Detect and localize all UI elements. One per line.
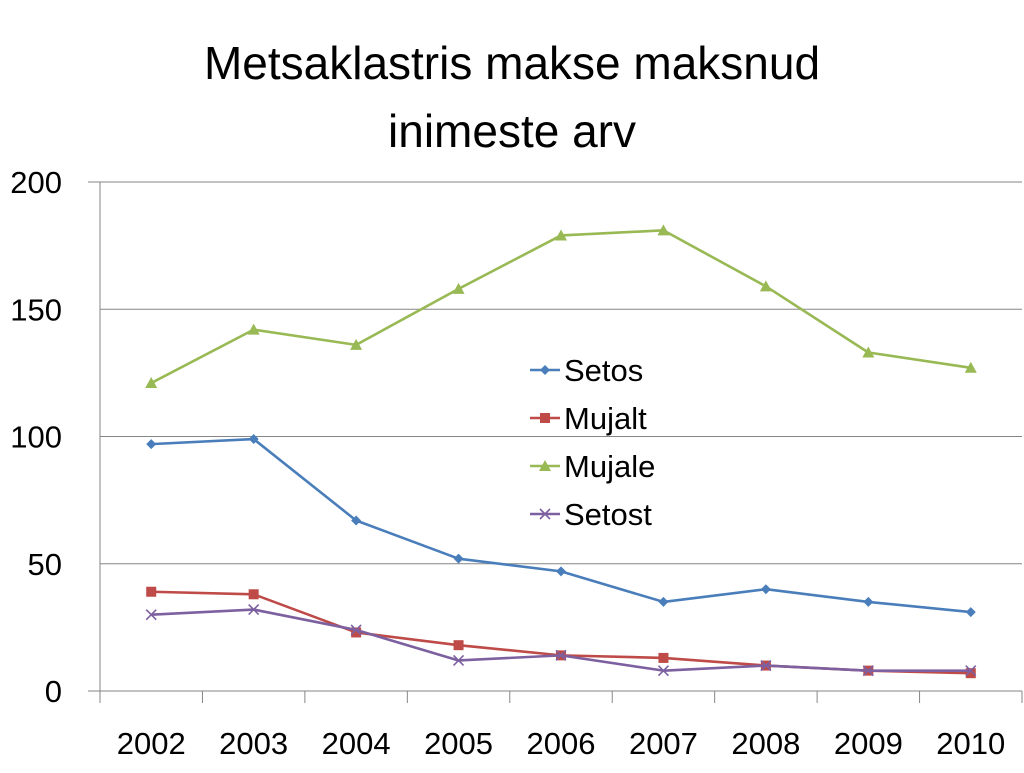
data-point-mujale — [657, 224, 670, 236]
data-point-setost — [965, 665, 977, 677]
legend-item-mujale: Mujale — [530, 449, 655, 484]
x-tick-label: 2002 — [117, 726, 186, 761]
series-setos — [146, 434, 976, 618]
data-point-setost — [145, 609, 157, 621]
data-point-setost — [248, 603, 260, 616]
x-tick-label: 2007 — [629, 726, 698, 761]
data-point-mujalt — [453, 640, 464, 651]
series — [145, 224, 977, 679]
y-tick-label: 200 — [10, 165, 62, 200]
x-tick-label: 2009 — [834, 726, 903, 761]
data-point-mujale — [862, 346, 875, 358]
legend-marker-mujalt — [540, 413, 550, 423]
legend-item-setost: Setost — [530, 497, 652, 532]
axes — [88, 181, 1023, 703]
data-point-mujale — [759, 280, 772, 292]
chart-title-line-1: Metsaklastris makse maksnud — [204, 37, 820, 89]
x-tick-label: 2005 — [424, 726, 493, 761]
x-tick-labels: 2002 2003 2004 2005 2006 2007 2008 2009 2010 — [117, 726, 1006, 761]
y-tick-labels: 0 50 100 150 200 — [10, 165, 62, 709]
series-mujale — [145, 224, 977, 389]
legend-label-setost: Setost — [564, 497, 652, 532]
chart-title: Metsaklastris makse maksnud inimeste arv — [204, 37, 820, 157]
data-point-setos — [453, 553, 464, 564]
data-point-mujalt — [248, 589, 259, 600]
data-point-setos — [351, 515, 362, 526]
x-tick-label: 2004 — [322, 726, 391, 761]
data-point-mujale — [964, 361, 977, 373]
data-point-mujale — [555, 229, 567, 241]
data-point-mujalt — [658, 652, 669, 663]
x-tick-label: 2008 — [731, 726, 800, 761]
legend: Setos Mujalt Mujale Setost — [530, 353, 655, 532]
data-point-setos — [146, 439, 157, 450]
data-point-mujale — [247, 323, 260, 335]
legend-item-setos: Setos — [530, 353, 643, 388]
y-tick-label: 150 — [10, 292, 62, 327]
data-point-mujale — [350, 338, 363, 350]
data-point-setost — [555, 649, 567, 661]
data-point-setos — [658, 596, 669, 607]
data-point-setos — [248, 434, 259, 445]
y-tick-label: 0 — [45, 674, 62, 709]
y-tick-label: 50 — [28, 547, 62, 582]
series-line-setos — [151, 437, 971, 614]
legend-label-mujale: Mujale — [564, 449, 655, 484]
y-tick-label: 100 — [10, 420, 62, 455]
series-setost — [145, 603, 977, 677]
x-tick-label: 2010 — [936, 726, 1005, 761]
legend-marker-setos — [540, 365, 550, 375]
legend-label-mujalt: Mujalt — [564, 401, 647, 436]
data-point-mujale — [145, 377, 158, 389]
legend-label-setos: Setos — [564, 353, 643, 388]
data-point-setost — [862, 665, 874, 677]
data-point-mujalt — [146, 586, 157, 597]
data-point-setos — [556, 566, 566, 577]
series-line-mujalt — [151, 590, 971, 675]
legend-marker-mujale — [539, 460, 551, 471]
legend-marker-setost — [539, 508, 551, 520]
data-point-setost — [350, 624, 362, 636]
data-point-mujalt — [965, 668, 976, 679]
data-point-mujalt — [351, 627, 362, 638]
chart-title-line-2: inimeste arv — [388, 105, 636, 157]
data-point-setos — [760, 584, 771, 595]
data-point-mujale — [452, 282, 465, 294]
x-tick-label: 2003 — [219, 726, 288, 761]
data-point-setos — [965, 607, 976, 618]
series-line-setost — [151, 608, 971, 672]
data-point-setost — [452, 654, 465, 667]
data-point-setost — [760, 659, 772, 672]
series-line-mujale — [150, 229, 971, 385]
data-point-setost — [657, 665, 670, 677]
x-tick-label: 2006 — [527, 726, 596, 761]
legend-item-mujalt: Mujalt — [530, 401, 647, 436]
data-point-setos — [863, 596, 874, 607]
